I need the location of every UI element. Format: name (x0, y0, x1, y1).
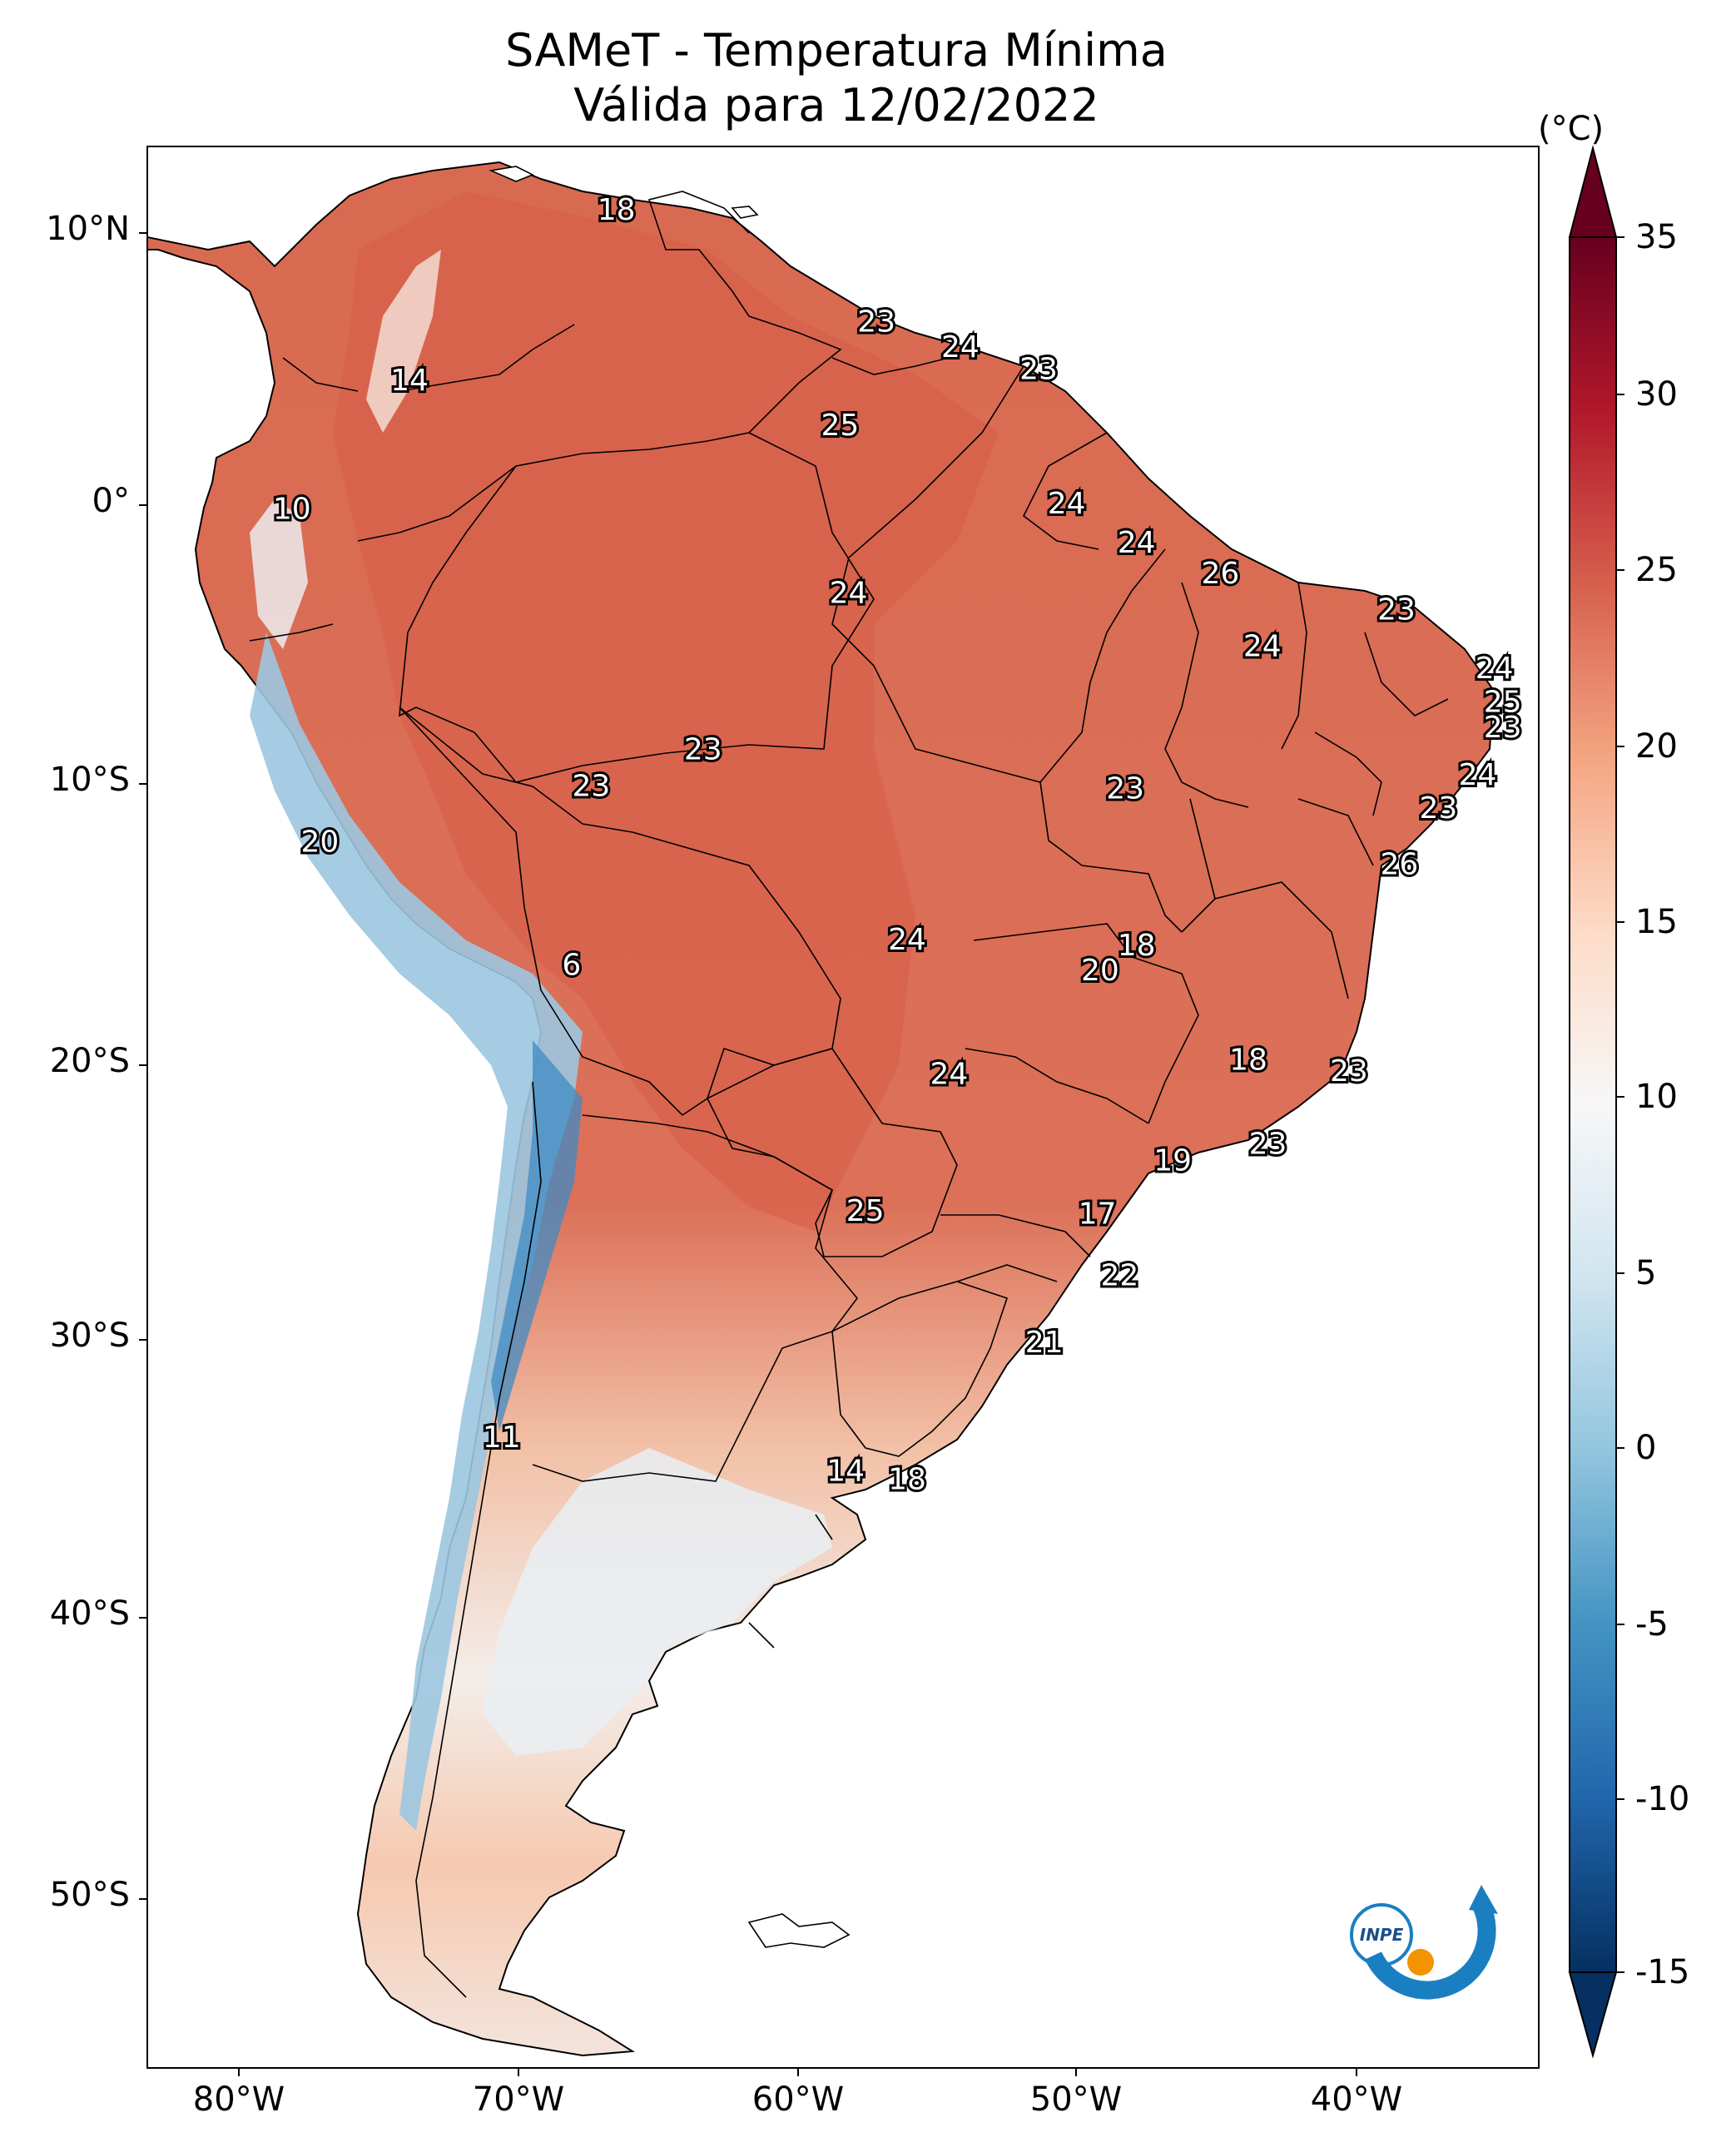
map-title: SAMeT - Temperatura Mínima Válida para 1… (146, 23, 1527, 133)
lon-tick-label: 40°W (1310, 2080, 1403, 2119)
station-value-label: 20 (1081, 954, 1119, 988)
station-value-label: 23 (1106, 772, 1144, 806)
lat-tick-label: 30°S (49, 1316, 130, 1355)
andes-cold-region (250, 632, 583, 1831)
station-value-label: 23 (1484, 711, 1522, 745)
svg-text:INPE: INPE (1360, 1925, 1404, 1945)
station-value-label: 10 (273, 493, 311, 527)
colorbar-tick-label: -10 (1635, 1780, 1690, 1818)
station-value-label: 25 (821, 409, 859, 443)
station-value-label: 23 (1249, 1127, 1287, 1161)
station-value-label: 23 (1419, 791, 1457, 826)
lat-tick-label: 10°N (46, 210, 130, 248)
station-value-label: 23 (1019, 353, 1058, 387)
station-value-label: 24 (830, 577, 868, 611)
colorbar-tick-label: -15 (1635, 1953, 1690, 1991)
station-value-label: 25 (1484, 686, 1522, 720)
colorbar-tick-label: 5 (1635, 1254, 1657, 1292)
lon-tick-label: 80°W (192, 2080, 285, 2119)
colorbar-tick-label: 15 (1635, 903, 1678, 941)
station-value-label: 24 (941, 330, 980, 364)
station-value-label: 18 (1118, 929, 1156, 963)
lat-ticks (139, 232, 147, 1900)
colorbar-tick-label: 35 (1635, 218, 1678, 256)
country-borders (249, 191, 1449, 1998)
lat-tick-label: 50°S (49, 1876, 130, 1914)
station-value-label: 11 (483, 1421, 521, 1455)
station-value-label: 18 (888, 1463, 926, 1497)
caribbean-islands (489, 166, 759, 219)
station-value-label: 26 (1380, 847, 1418, 881)
station-value-label: 24 (930, 1057, 968, 1091)
station-value-label: 25 (846, 1194, 885, 1228)
inpe-logo: INPE (1350, 1885, 1498, 2000)
andes-core-region (491, 1040, 583, 1431)
lon-tick-label: 70°W (472, 2080, 565, 2119)
colorbar-unit: (°C) (1538, 110, 1605, 148)
station-value-label: 24 (1048, 487, 1086, 521)
lat-tick-label: 10°S (49, 761, 130, 799)
title-line-2: Válida para 12/02/2022 (573, 79, 1099, 131)
colorbar-tick-label: 0 (1635, 1429, 1657, 1467)
station-value-label: 18 (598, 193, 636, 227)
colorbar-tick-label: 30 (1635, 375, 1678, 414)
station-value-label: 19 (1153, 1144, 1192, 1178)
station-value-label: 20 (300, 826, 339, 860)
lon-tick-label: 60°W (751, 2080, 845, 2119)
station-value-label: 17 (1079, 1197, 1117, 1231)
lat-tick-label: 40°S (49, 1594, 130, 1633)
station-value-label: 24 (1476, 652, 1514, 686)
station-value-label: 24 (888, 923, 926, 957)
colorbar-tick-label: -5 (1635, 1605, 1669, 1644)
station-value-label: 14 (390, 364, 429, 398)
title-line-1: SAMeT - Temperatura Mínima (505, 24, 1168, 77)
warm-region (333, 191, 999, 1232)
station-value-label: 23 (1330, 1054, 1368, 1088)
station-value-label: 23 (1377, 593, 1416, 627)
colombia-cold (366, 250, 441, 433)
lon-tick-label: 50°W (1029, 2080, 1123, 2119)
station-value-label: 21 (1025, 1326, 1064, 1360)
station-value-label: 23 (684, 733, 722, 767)
station-value-label: 6 (562, 948, 581, 982)
station-value-label: 14 (826, 1455, 865, 1489)
andes-north-cold (250, 499, 308, 649)
lon-ticks (238, 2068, 1357, 2076)
station-value-label: 24 (1459, 758, 1497, 792)
colorbar-tick-label: 25 (1635, 551, 1678, 589)
station-value-label: 26 (1201, 557, 1239, 591)
station-value-label: 22 (1100, 1258, 1138, 1292)
station-value-label: 23 (857, 305, 895, 340)
colorbar (1568, 145, 1624, 2059)
colorbar-tick-label: 10 (1635, 1078, 1678, 1116)
station-value-label: 24 (1243, 629, 1282, 663)
patagonia-cool-region (483, 1448, 832, 1756)
station-value-label: 23 (572, 769, 610, 803)
station-value-label: 18 (1229, 1044, 1267, 1078)
lat-tick-label: 20°S (49, 1042, 130, 1080)
colorbar-tick-label: 20 (1635, 727, 1678, 766)
station-value-label: 24 (1118, 526, 1156, 560)
lat-tick-label: 0° (92, 482, 130, 520)
falkland-islands (747, 1913, 851, 1948)
